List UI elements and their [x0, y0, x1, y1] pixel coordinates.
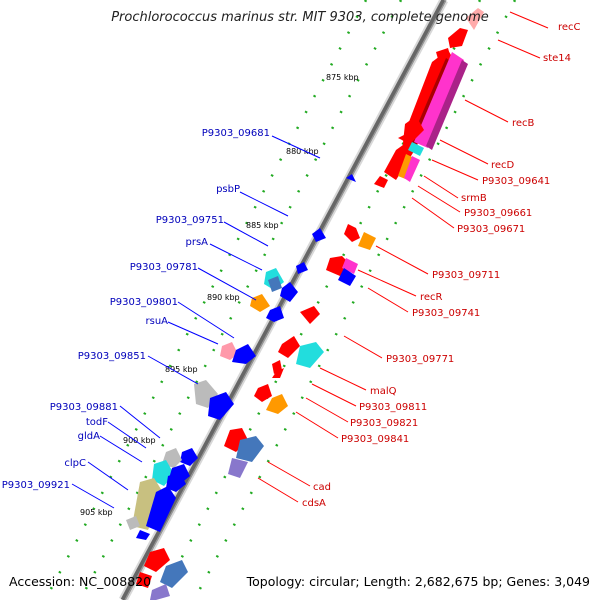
gene-09921-b[interactable]	[136, 530, 150, 540]
gene-label[interactable]: P9303_09841	[341, 434, 409, 445]
gene-09801[interactable]	[250, 294, 270, 312]
gene-label[interactable]: P9303_09711	[432, 270, 500, 281]
gene-cyan-small[interactable]	[408, 142, 424, 156]
gene-label[interactable]: P9303_09771	[386, 354, 454, 365]
gene-label[interactable]: P9303_09851	[78, 351, 146, 362]
gene-label[interactable]: recD	[491, 160, 515, 171]
gene-label[interactable]: recB	[512, 118, 535, 129]
gene-malq-b[interactable]	[272, 368, 284, 378]
gene-label[interactable]: P9303_09811	[359, 402, 427, 413]
gene-mag-small[interactable]	[404, 156, 420, 182]
tick-label: 905 kbp	[80, 508, 113, 517]
gene-cdsa[interactable]	[228, 458, 248, 478]
backbone	[119, 0, 448, 603]
gene-09711-or[interactable]	[358, 232, 376, 250]
gene-srmb[interactable]	[374, 176, 388, 188]
tick-label: 890 kbp	[207, 293, 240, 302]
gene-label[interactable]: srmB	[461, 193, 487, 204]
gene-bottom-purple[interactable]	[150, 584, 170, 600]
gene-09881[interactable]	[180, 448, 198, 466]
gene-label[interactable]: P9303_09821	[350, 418, 418, 429]
tick-label: 885 kbp	[246, 221, 279, 230]
gene-label[interactable]: clpC	[64, 458, 86, 469]
gene-label[interactable]: P9303_09671	[457, 224, 525, 235]
gene-prsa[interactable]	[280, 282, 298, 302]
gene-09711[interactable]	[344, 224, 360, 242]
tick-label: 875 kbp	[326, 73, 359, 82]
gene-clpc-c[interactable]	[166, 472, 186, 492]
genome-summary-text: Topology: circular; Length: 2,682,675 bp…	[246, 574, 590, 589]
map-title: Prochlorococcus marinus str. MIT 9303, c…	[111, 10, 489, 25]
accession-text: Accession: NC_008820	[9, 574, 151, 589]
gene-09851-b[interactable]	[208, 392, 234, 420]
gene-clpc-b[interactable]	[146, 486, 176, 532]
gene-label[interactable]: P9303_09921	[2, 480, 70, 491]
gene-label[interactable]: P9303_09801	[110, 297, 178, 308]
right-leaders	[257, 11, 549, 503]
gene-label[interactable]: prsA	[185, 237, 208, 248]
tick-labels: 875 kbp 880 kbp 885 kbp 890 kbp 895 kbp …	[80, 73, 359, 517]
forward-genes	[136, 8, 484, 600]
gene-label[interactable]: P9303_09641	[482, 176, 550, 187]
gene-label[interactable]: P9303_09781	[130, 262, 198, 273]
tick-label: 900 kbp	[123, 436, 156, 445]
gene-magenta-edge	[426, 60, 468, 150]
gene-label[interactable]: psbP	[216, 184, 240, 195]
gene-rsua[interactable]	[220, 342, 238, 360]
left-labels: P9303_09681 psbP P9303_09751 prsA P9303_…	[2, 128, 270, 491]
gene-label[interactable]: P9303_09881	[50, 402, 118, 413]
gene-recc-seg[interactable]	[466, 8, 484, 30]
reverse-genes	[126, 174, 356, 540]
gene-label[interactable]: recC	[558, 22, 581, 33]
gene-label[interactable]: recR	[420, 292, 443, 303]
tick-label: 895 kbp	[165, 365, 198, 374]
gene-09751[interactable]	[296, 262, 308, 274]
left-leaders	[71, 135, 321, 509]
gene-label[interactable]: P9303_09681	[202, 128, 270, 139]
gene-09741-blue[interactable]	[338, 268, 356, 286]
gene-clpc[interactable]	[132, 478, 164, 530]
gene-label[interactable]: cdsA	[302, 498, 326, 509]
gene-09821[interactable]	[266, 394, 288, 414]
gene-label[interactable]: P9303_09751	[156, 215, 224, 226]
gene-label[interactable]: malQ	[370, 386, 397, 397]
gene-cad[interactable]	[236, 436, 264, 462]
gene-rsua-b[interactable]	[232, 344, 256, 364]
gene-label[interactable]: ste14	[543, 53, 571, 64]
gene-label[interactable]: rsuA	[146, 316, 169, 327]
gene-psbp[interactable]	[312, 228, 326, 242]
gene-09921[interactable]	[126, 516, 140, 530]
gene-label[interactable]: cad	[313, 482, 331, 493]
gene-bottom-red-2[interactable]	[136, 572, 152, 588]
gene-09771-b[interactable]	[278, 336, 300, 358]
gene-09771[interactable]	[300, 306, 320, 324]
tick-label: 880 kbp	[286, 147, 319, 156]
gene-09801-b[interactable]	[266, 306, 284, 322]
gene-recc[interactable]	[448, 28, 468, 48]
gene-09811[interactable]	[254, 384, 272, 402]
gene-label[interactable]: P9303_09661	[464, 208, 532, 219]
gene-label[interactable]: gldA	[78, 431, 100, 442]
gene-09771-cy[interactable]	[296, 342, 324, 368]
gene-bottom-steel[interactable]	[160, 560, 188, 588]
right-labels: recC ste14 recB recD P9303_09641 srmB P9…	[302, 22, 581, 509]
gene-label[interactable]: todF	[86, 417, 108, 428]
gene-label[interactable]: P9303_09741	[412, 308, 480, 319]
gene-magenta-long[interactable]	[414, 52, 464, 148]
gene-bottom-red[interactable]	[144, 548, 170, 572]
gene-09681[interactable]	[346, 174, 356, 182]
gene-09781-steel[interactable]	[268, 276, 282, 292]
